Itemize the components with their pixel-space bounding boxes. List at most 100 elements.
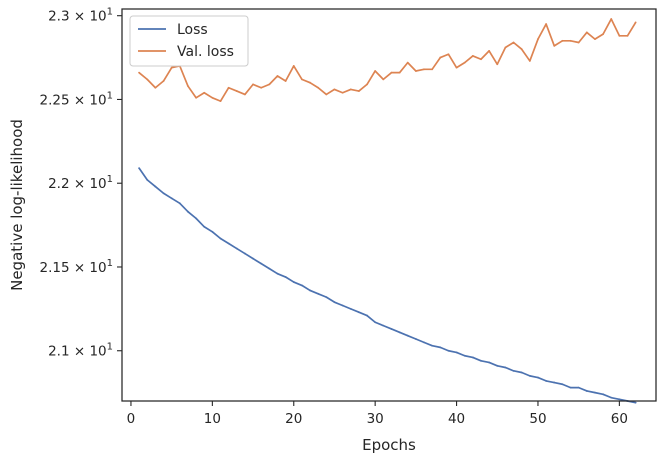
plot-frame (121, 8, 657, 402)
data-point (349, 88, 352, 91)
data-point (284, 80, 287, 82)
data-point (211, 96, 214, 99)
data-point (455, 351, 458, 354)
data-point (618, 34, 621, 37)
y-tick-label: 2.3 × 101 (48, 7, 113, 25)
y-tick-label: 2.25 × 101 (39, 90, 113, 108)
data-point (423, 341, 425, 344)
data-point (170, 66, 173, 69)
data-point (260, 262, 263, 265)
data-point (431, 68, 434, 71)
data-point (512, 369, 515, 372)
data-point (480, 58, 482, 61)
data-point (488, 361, 491, 364)
data-point (471, 356, 474, 359)
x-tick-label: 40 (448, 411, 465, 427)
data-point (423, 68, 425, 71)
data-point (244, 252, 246, 255)
data-point (341, 91, 344, 94)
data-point (292, 65, 295, 67)
data-point (406, 61, 409, 64)
data-point (561, 39, 564, 42)
y-axis-label: Negative log-likelihood (8, 119, 26, 291)
data-point (195, 96, 197, 99)
data-point (333, 301, 336, 304)
series-line-1 (138, 167, 636, 404)
data-point (252, 83, 254, 86)
data-point (260, 86, 263, 89)
data-point (569, 386, 572, 389)
data-point (602, 393, 604, 396)
data-point (235, 90, 238, 92)
data-point (252, 257, 254, 260)
data-point (414, 338, 417, 340)
data-point (528, 374, 531, 377)
axis-ticks: 0 10 20 30 40 50 60 2.1 × 101 2.15 × 101 2.2 × 10… (39, 7, 627, 427)
data-point (211, 230, 214, 233)
data-point (553, 381, 556, 384)
data-point (219, 100, 222, 103)
data-point (268, 83, 271, 86)
data-point (374, 321, 377, 324)
data-point (366, 314, 368, 317)
data-point (626, 34, 629, 37)
data-point (203, 225, 206, 228)
data-point (545, 23, 548, 25)
data-point (431, 344, 434, 347)
data-point (569, 39, 572, 42)
x-tick-label: 30 (367, 411, 384, 427)
legend-label: Val. loss (177, 44, 234, 60)
data-point (618, 398, 621, 401)
data-point (309, 81, 311, 84)
data-point (138, 71, 140, 74)
x-axis-label: Epochs (362, 436, 416, 454)
data-point (610, 18, 613, 20)
data-point (162, 192, 165, 195)
data-point (227, 86, 230, 89)
data-point (390, 328, 393, 330)
data-point (227, 242, 230, 245)
data-point (414, 70, 417, 72)
data-point (577, 386, 580, 389)
y-tick-label: 2.15 × 101 (39, 258, 113, 276)
y-tick-label: 2.2 × 101 (48, 174, 113, 192)
data-point (447, 349, 450, 352)
data-point (154, 86, 157, 89)
data-point (146, 78, 149, 81)
data-point (504, 46, 507, 49)
plot-area (138, 18, 637, 404)
data-point (390, 71, 393, 74)
x-tick-label: 10 (204, 411, 221, 427)
data-point (219, 237, 222, 240)
data-point (300, 78, 303, 81)
data-point (276, 75, 279, 77)
series-line-2 (138, 18, 637, 102)
data-point (553, 44, 556, 47)
data-point (439, 56, 442, 59)
data-point (300, 284, 303, 287)
data-point (463, 61, 466, 64)
data-point (374, 70, 377, 72)
data-point (317, 292, 320, 295)
data-point (439, 346, 442, 349)
data-point (537, 376, 539, 379)
data-point (634, 21, 637, 24)
data-point (537, 38, 539, 41)
data-point (463, 354, 466, 357)
data-point (480, 359, 482, 362)
data-point (512, 41, 515, 44)
data-point (382, 324, 385, 327)
data-point (634, 401, 637, 404)
data-point (366, 83, 368, 86)
data-point (594, 38, 596, 41)
data-point (154, 185, 157, 188)
data-point (545, 379, 548, 382)
data-point (496, 364, 499, 367)
data-point (496, 63, 499, 66)
data-point (349, 307, 352, 310)
data-point (602, 33, 604, 36)
legend: Loss Val. loss (129, 15, 249, 67)
data-point (577, 41, 580, 44)
